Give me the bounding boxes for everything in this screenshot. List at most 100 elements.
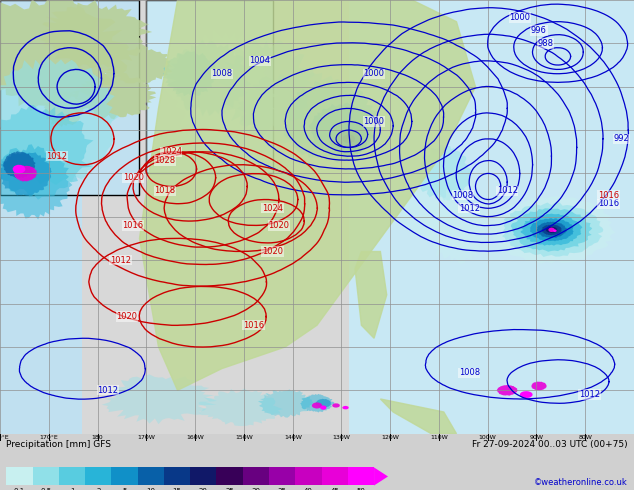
Polygon shape [342, 134, 355, 143]
Text: 30: 30 [251, 488, 261, 490]
Text: 1020: 1020 [122, 173, 144, 182]
Text: 170W: 170W [138, 435, 155, 440]
Text: 1016: 1016 [122, 221, 144, 230]
Text: 35: 35 [278, 488, 287, 490]
Text: 1008: 1008 [452, 191, 474, 199]
Text: 180: 180 [92, 435, 103, 440]
Text: 1004: 1004 [249, 56, 271, 65]
Bar [190, 467, 216, 486]
Text: 1008: 1008 [458, 368, 480, 377]
Text: 1020: 1020 [268, 221, 290, 230]
Polygon shape [320, 405, 327, 410]
Polygon shape [0, 0, 129, 111]
Polygon shape [312, 402, 322, 409]
Bar [112, 467, 138, 486]
Text: 130W: 130W [332, 435, 350, 440]
Polygon shape [165, 29, 279, 142]
Polygon shape [258, 390, 314, 417]
Bar [349, 0, 634, 434]
Text: 0.1: 0.1 [14, 488, 25, 490]
Text: 2: 2 [96, 488, 100, 490]
Polygon shape [198, 388, 283, 426]
Polygon shape [391, 148, 472, 242]
Polygon shape [44, 91, 84, 127]
Polygon shape [139, 0, 476, 390]
Polygon shape [488, 196, 616, 264]
Bar [321, 467, 348, 486]
Polygon shape [521, 214, 583, 245]
Polygon shape [283, 79, 377, 163]
Text: 992: 992 [614, 134, 629, 143]
Text: 1012: 1012 [458, 204, 480, 213]
Polygon shape [536, 221, 567, 238]
Text: Precipitation [mm] GFS: Precipitation [mm] GFS [6, 441, 112, 449]
Bar [85, 467, 112, 486]
Bar [269, 467, 295, 486]
Text: 170°E: 170°E [39, 435, 58, 440]
Text: 25: 25 [225, 488, 234, 490]
Polygon shape [163, 51, 217, 97]
Text: 0.5: 0.5 [40, 488, 51, 490]
Text: 180°E: 180°E [0, 435, 10, 440]
Bar [348, 467, 374, 486]
Polygon shape [72, 72, 156, 119]
Text: 1: 1 [70, 488, 74, 490]
Polygon shape [105, 47, 173, 83]
Text: 140W: 140W [284, 435, 302, 440]
Text: 1000: 1000 [509, 13, 531, 22]
Polygon shape [546, 227, 557, 233]
Polygon shape [355, 251, 387, 338]
Polygon shape [101, 374, 217, 424]
Text: Fr 27-09-2024 00..03 UTC (00+75): Fr 27-09-2024 00..03 UTC (00+75) [472, 441, 628, 449]
Polygon shape [502, 202, 604, 257]
Polygon shape [374, 467, 388, 486]
Text: 40: 40 [304, 488, 313, 490]
Polygon shape [0, 58, 119, 185]
Bar [6, 467, 32, 486]
Polygon shape [315, 399, 331, 408]
Text: 160W: 160W [186, 435, 204, 440]
Bar [59, 467, 85, 486]
Polygon shape [336, 130, 361, 147]
Polygon shape [553, 229, 557, 232]
Bar [243, 467, 269, 486]
Polygon shape [520, 391, 533, 398]
Text: 1000: 1000 [363, 69, 385, 78]
Text: 90W: 90W [529, 435, 543, 440]
Text: 1020: 1020 [116, 312, 138, 321]
Text: 1012: 1012 [110, 256, 131, 265]
Polygon shape [342, 406, 349, 409]
Text: 20: 20 [199, 488, 208, 490]
FancyBboxPatch shape [146, 0, 273, 173]
Text: 1016: 1016 [598, 199, 619, 208]
Polygon shape [301, 394, 334, 413]
Text: 988: 988 [537, 39, 553, 48]
Text: 120W: 120W [381, 435, 399, 440]
Text: 1028: 1028 [154, 156, 176, 165]
Polygon shape [40, 0, 152, 69]
Polygon shape [309, 102, 376, 157]
Polygon shape [0, 152, 51, 196]
Polygon shape [541, 224, 562, 235]
Polygon shape [14, 166, 37, 181]
Polygon shape [237, 71, 357, 145]
Text: 45: 45 [330, 488, 339, 490]
Polygon shape [329, 122, 368, 157]
Polygon shape [167, 40, 251, 116]
Text: 1012: 1012 [46, 151, 68, 161]
Bar [0, 0, 82, 434]
Text: 1024: 1024 [262, 204, 283, 213]
Text: 80W: 80W [578, 435, 592, 440]
Polygon shape [332, 403, 340, 408]
Polygon shape [219, 38, 314, 136]
Polygon shape [3, 151, 36, 178]
Bar [32, 467, 59, 486]
Text: 1020: 1020 [262, 247, 283, 256]
Polygon shape [0, 144, 72, 220]
Text: 1018: 1018 [154, 186, 176, 196]
Text: 5: 5 [122, 488, 127, 490]
Polygon shape [13, 165, 25, 173]
Text: 110W: 110W [430, 435, 448, 440]
Polygon shape [530, 218, 574, 241]
Bar [138, 467, 164, 486]
